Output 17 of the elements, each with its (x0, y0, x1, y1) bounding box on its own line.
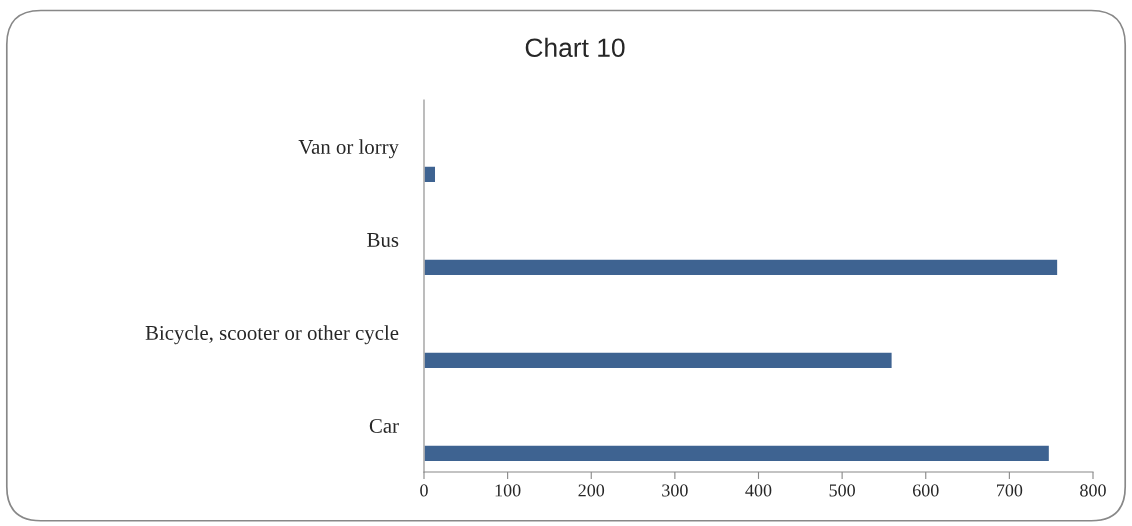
bar (424, 351, 893, 370)
y-tick-label: Car (369, 418, 399, 433)
x-tick-label: 100 (495, 484, 521, 497)
chart-title: Chart 10 (525, 37, 625, 58)
x-tick-label: 700 (997, 484, 1023, 497)
x-tick-label: 200 (578, 484, 605, 497)
bar (424, 444, 1051, 463)
y-tick-label: Van or lorry (298, 139, 399, 159)
y-tick-label: Bus (367, 233, 399, 247)
x-tick-label: 0 (420, 484, 428, 497)
y-tick-label: Bicycle, scooter or other cycle (145, 325, 399, 345)
x-tick-label: 400 (745, 484, 772, 497)
x-tick-label: 600 (912, 484, 939, 497)
bar (424, 258, 1059, 277)
x-tick-label: 300 (662, 484, 688, 497)
x-tick-label: 800 (1080, 484, 1106, 497)
x-tick-label: 500 (829, 484, 855, 497)
